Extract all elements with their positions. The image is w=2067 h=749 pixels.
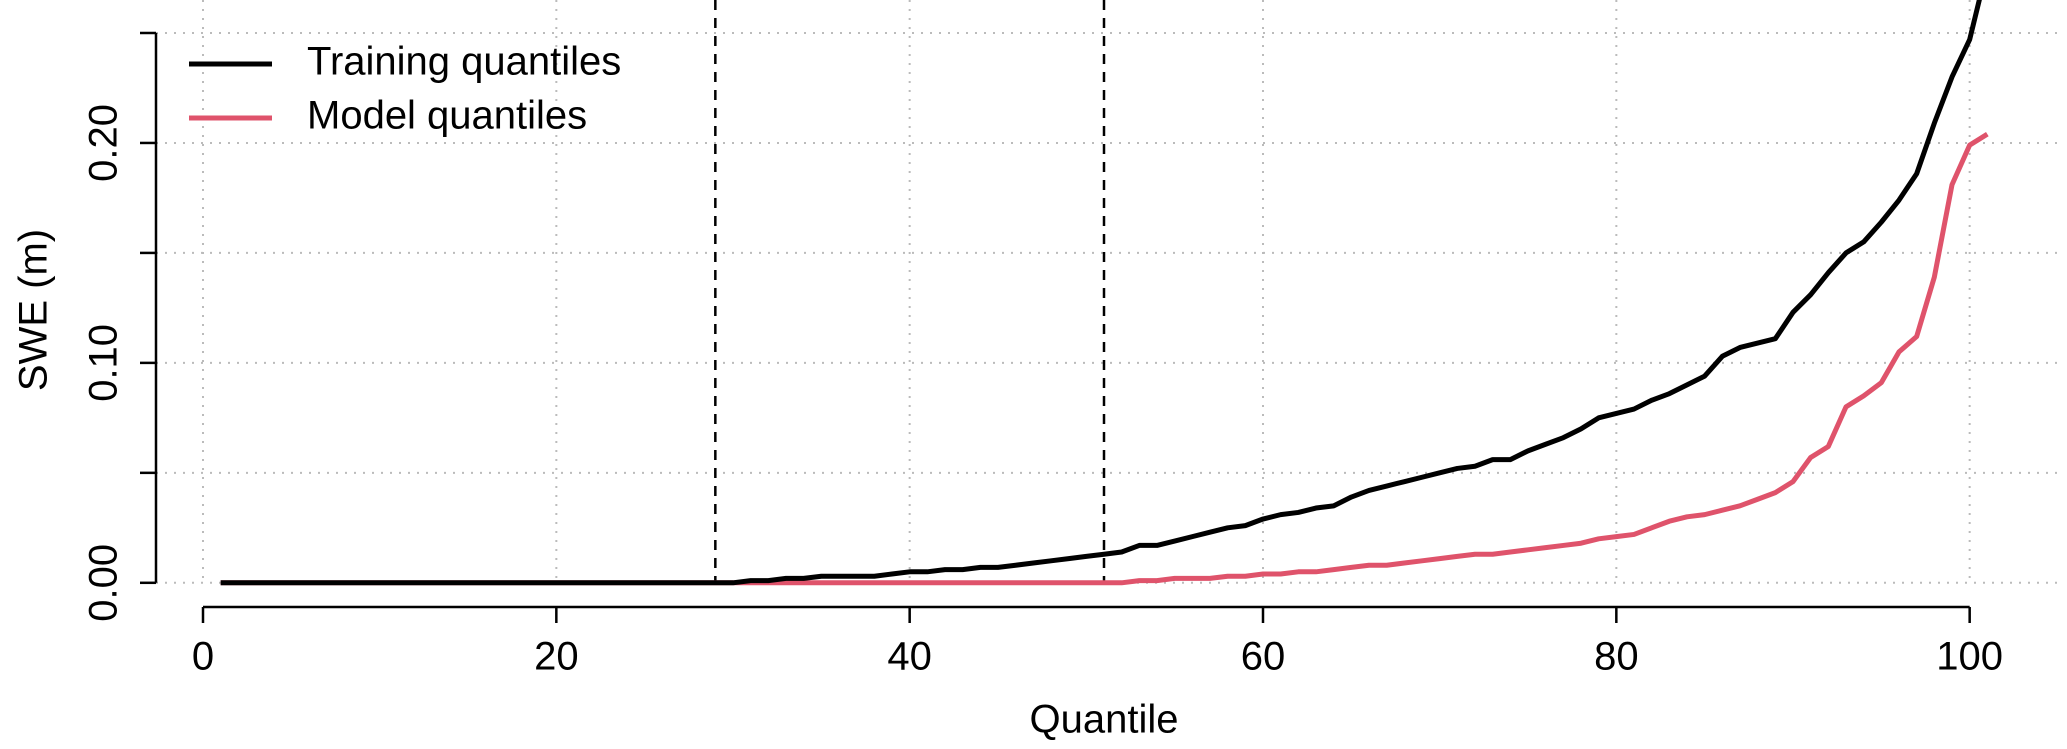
x-tick-label: 60 — [1241, 635, 1286, 679]
y-axis-label: SWE (m) — [12, 229, 56, 391]
legend-label: Training quantiles — [307, 40, 621, 84]
x-tick-label: 0 — [192, 635, 214, 679]
x-tick-label: 80 — [1594, 635, 1639, 679]
plot-area — [220, 0, 1989, 586]
series-line — [220, 0, 1982, 586]
x-tick-label: 100 — [1936, 635, 2003, 679]
y-tick-label: 0.10 — [82, 324, 126, 402]
legend-label: Model quantiles — [307, 94, 587, 138]
x-axis-label: Quantile — [1030, 698, 1179, 742]
x-tick-label: 40 — [887, 635, 932, 679]
y-tick-label: 0.20 — [82, 104, 126, 182]
y-tick-label: 0.00 — [82, 544, 126, 622]
x-tick-label: 20 — [534, 635, 579, 679]
